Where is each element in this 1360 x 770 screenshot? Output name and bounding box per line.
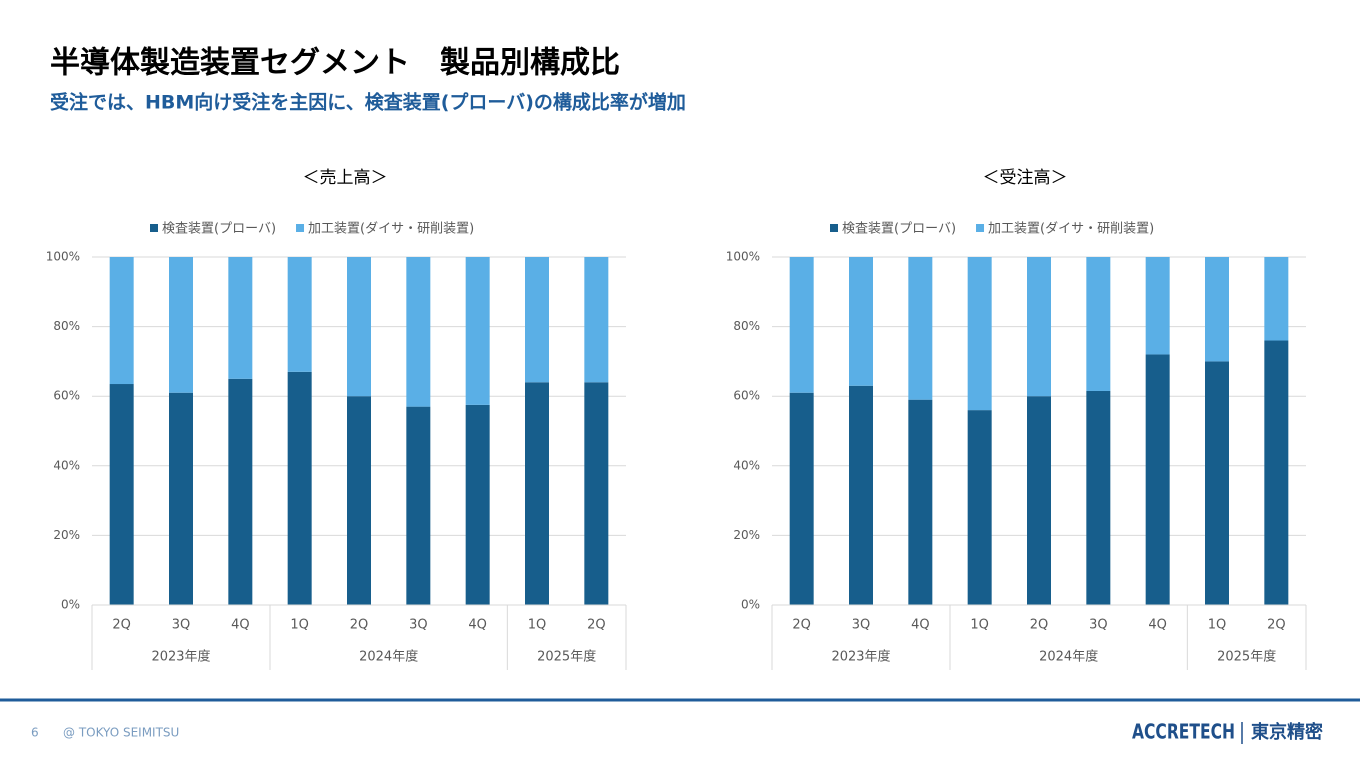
- title: 半導体製造装置セグメント 製品別構成比: [50, 46, 620, 81]
- bar-segment: [525, 257, 549, 383]
- bar-segment: [584, 257, 609, 383]
- bar-segment: [109, 384, 134, 605]
- x-tick-label: 1Q: [290, 618, 309, 633]
- x-tick-label: 4Q: [911, 618, 930, 633]
- y-tick-label: 20%: [733, 528, 760, 542]
- group-label: 2023年度: [831, 649, 890, 665]
- bar-segment: [1145, 354, 1170, 605]
- x-tick-label: 2Q: [587, 618, 606, 633]
- bar-segment: [228, 257, 253, 379]
- company: 東京精密: [1251, 721, 1323, 743]
- x-tick-label: 3Q: [409, 618, 428, 633]
- group-label: 2024年度: [359, 649, 418, 665]
- bar-segment: [109, 257, 134, 385]
- x-tick-label: 2Q: [792, 618, 811, 633]
- x-tick-label: 4Q: [1148, 618, 1167, 633]
- x-tick-label: 2Q: [350, 618, 369, 633]
- bar-segment: [287, 371, 312, 605]
- y-tick-label: 0%: [61, 598, 80, 612]
- bar-segment: [1027, 396, 1051, 605]
- group-label: 2024年度: [1039, 649, 1098, 665]
- bar-segment: [908, 257, 933, 400]
- x-tick-label: 2Q: [112, 618, 131, 633]
- y-tick-label: 40%: [733, 458, 760, 472]
- bar-segment: [789, 257, 814, 393]
- legend-label: 加工装置(ダイサ・研削装置): [988, 222, 1154, 237]
- legend-label: 検査装置(プローバ): [842, 222, 956, 237]
- page-number: 6: [31, 726, 39, 740]
- y-tick-label: 60%: [53, 389, 80, 403]
- x-tick-label: 1Q: [970, 618, 989, 633]
- y-tick-label: 100%: [726, 250, 760, 264]
- chart-title: ＜売上高＞: [303, 168, 388, 188]
- y-tick-label: 20%: [53, 528, 80, 542]
- bar-segment: [967, 410, 992, 605]
- bar-segment: [287, 257, 312, 372]
- y-tick-label: 100%: [46, 250, 80, 264]
- y-tick-label: 80%: [733, 319, 760, 333]
- legend-swatch: [830, 224, 838, 232]
- bar-segment: [967, 257, 992, 411]
- bar-segment: [169, 392, 193, 605]
- y-tick-label: 40%: [53, 458, 80, 472]
- logo: ACCRETECH: [1132, 720, 1235, 744]
- bar-segment: [406, 406, 431, 605]
- x-tick-label: 4Q: [468, 618, 487, 633]
- copyright: @ TOKYO SEIMITSU: [63, 726, 179, 740]
- bar-segment: [1145, 257, 1170, 355]
- x-tick-label: 2Q: [1030, 618, 1049, 633]
- bar-segment: [1027, 257, 1051, 397]
- bar-segment: [406, 257, 431, 407]
- bar-segment: [1205, 361, 1229, 605]
- bar-segment: [849, 385, 873, 605]
- bar-segment: [525, 382, 549, 605]
- legend-label: 検査装置(プローバ): [162, 222, 276, 237]
- legend-swatch: [296, 224, 305, 232]
- x-tick-label: 1Q: [528, 618, 547, 633]
- bar-segment: [584, 382, 609, 605]
- bar-segment: [1086, 257, 1111, 391]
- legend-label: 加工装置(ダイサ・研削装置): [308, 222, 474, 237]
- group-label: 2025年度: [1217, 649, 1276, 665]
- legend-swatch: [976, 224, 985, 232]
- bar-segment: [228, 378, 253, 605]
- y-tick-label: 0%: [741, 598, 760, 612]
- bar-segment: [789, 392, 814, 605]
- bar-segment: [465, 404, 490, 605]
- legend-swatch: [150, 224, 158, 232]
- bar-segment: [1264, 340, 1289, 605]
- bar-segment: [465, 257, 490, 405]
- chart-title: ＜受注高＞: [983, 168, 1068, 188]
- subtitle: 受注では、HBM向け受注を主因に、検査装置(プローバ)の構成比率が増加: [50, 91, 686, 114]
- bar-segment: [347, 257, 371, 397]
- bar-segment: [1086, 390, 1111, 605]
- y-tick-label: 80%: [53, 319, 80, 333]
- bar-segment: [347, 396, 371, 605]
- x-tick-label: 1Q: [1208, 618, 1227, 633]
- bar-segment: [849, 257, 873, 386]
- x-tick-label: 3Q: [1089, 618, 1108, 633]
- group-label: 2025年度: [537, 649, 596, 665]
- x-tick-label: 2Q: [1267, 618, 1286, 633]
- bar-segment: [1264, 257, 1289, 341]
- x-tick-label: 3Q: [172, 618, 191, 633]
- x-tick-label: 3Q: [852, 618, 871, 633]
- x-tick-label: 4Q: [231, 618, 250, 633]
- bar-segment: [169, 257, 193, 393]
- bar-segment: [1205, 257, 1229, 362]
- y-tick-label: 60%: [733, 389, 760, 403]
- group-label: 2023年度: [151, 649, 210, 665]
- bar-segment: [908, 399, 933, 605]
